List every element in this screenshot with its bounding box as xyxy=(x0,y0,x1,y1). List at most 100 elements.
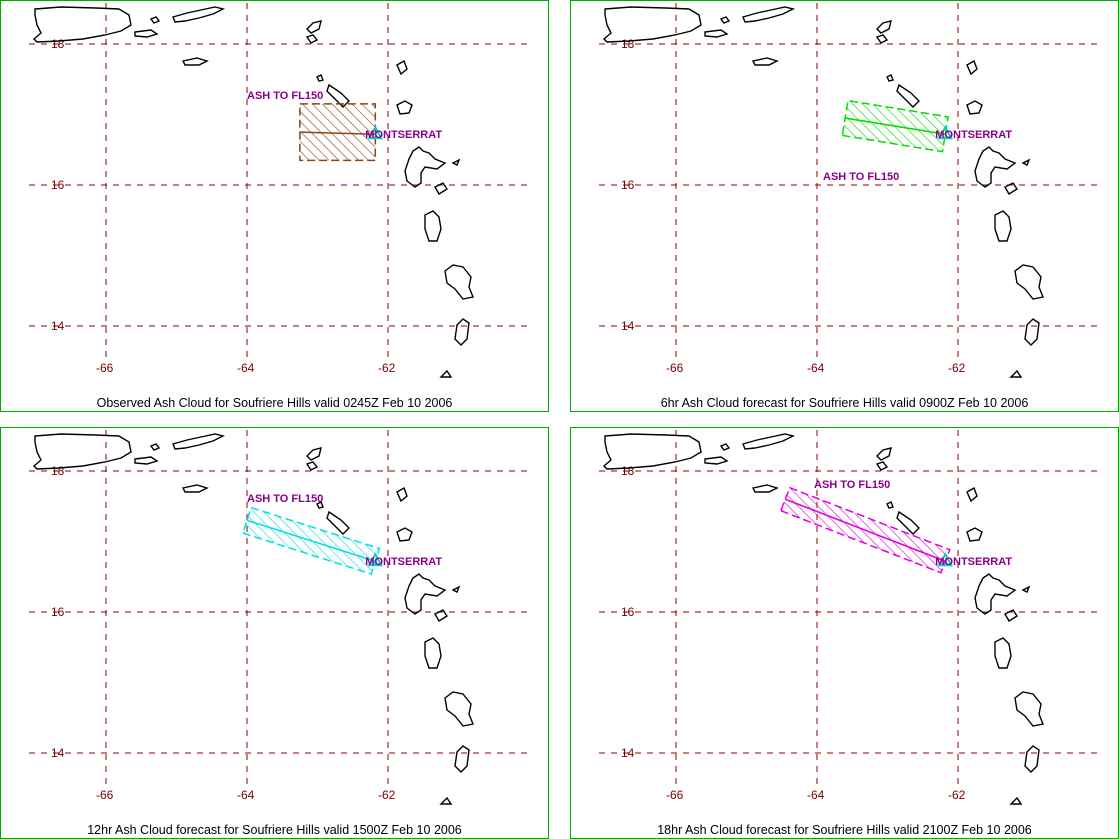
antigua-coast xyxy=(966,527,983,542)
antigua-coast xyxy=(396,100,413,115)
st-croix-coast xyxy=(751,57,779,66)
barbuda-coast xyxy=(396,486,408,503)
saba-coast xyxy=(886,74,894,82)
culebra-coast xyxy=(149,16,161,24)
barbuda-coast xyxy=(966,59,978,76)
lon-label: -66 xyxy=(96,361,114,375)
lat-label: 14 xyxy=(621,746,635,760)
virgin-islands-coast xyxy=(172,433,226,450)
ash-map-2: 18 16 14 -66 -64 -62 MONTSERRAT ASH TO FL150 xyxy=(599,3,1101,378)
map-panel-3: 18 16 14 -66 -64 -62 MONTSERRAT ASH TO FL150 12h… xyxy=(0,427,549,839)
lat-label: 14 xyxy=(51,746,65,760)
anguilla-coast xyxy=(306,447,322,461)
ash-level-label: ASH TO FL150 xyxy=(823,171,899,183)
ash-cloud-axis xyxy=(246,519,376,563)
lon-label: -62 xyxy=(378,788,396,802)
desirade-coast xyxy=(1021,585,1031,593)
dominica-coast xyxy=(424,210,442,242)
guadeloupe-coast xyxy=(404,146,447,188)
guadeloupe-coast xyxy=(974,146,1017,188)
volcano-label: MONTSERRAT xyxy=(365,556,442,568)
volcano-marker-icon xyxy=(367,552,383,567)
ash-cloud-area xyxy=(299,103,377,162)
desirade-coast xyxy=(451,158,461,166)
lat-label: 14 xyxy=(621,319,635,333)
ash-map-3: 18 16 14 -66 -64 -62 MONTSERRAT ASH TO FL150 xyxy=(29,430,531,805)
ash-level-label: ASH TO FL150 xyxy=(814,479,890,491)
guadeloupe-coast xyxy=(404,573,447,615)
lon-label: -62 xyxy=(378,361,396,375)
lat-label: 18 xyxy=(51,464,65,478)
lon-label: -66 xyxy=(666,788,684,802)
volcano-label: MONTSERRAT xyxy=(365,129,442,141)
ash-cloud-axis xyxy=(784,498,946,562)
volcano-label: MONTSERRAT xyxy=(935,556,1012,568)
st-croix-coast xyxy=(181,57,209,66)
volcano-marker-icon xyxy=(367,125,383,140)
saba-coast xyxy=(886,501,894,509)
ash-level-label: ASH TO FL150 xyxy=(247,493,323,505)
saba-coast xyxy=(316,501,324,509)
vieques-coast xyxy=(704,456,729,465)
map-panel-2: 18 16 14 -66 -64 -62 MONTSERRAT ASH TO FL150 6hr… xyxy=(570,0,1119,412)
lat-label: 16 xyxy=(621,605,635,619)
lon-label: -64 xyxy=(237,788,255,802)
barbuda-coast xyxy=(966,486,978,503)
antigua-coast xyxy=(966,100,983,115)
ash-map-4: 18 16 14 -66 -64 -62 MONTSERRAT ASH TO FL150 xyxy=(599,430,1101,805)
lon-label: -64 xyxy=(807,788,825,802)
st-martin-coast xyxy=(305,461,319,471)
lon-label: -64 xyxy=(807,361,825,375)
marie-galante-coast xyxy=(434,609,448,622)
dominica-coast xyxy=(424,637,442,669)
lat-label: 18 xyxy=(621,37,635,51)
lon-label: -62 xyxy=(948,788,966,802)
st-vincent-coast xyxy=(439,369,453,378)
martinique-coast xyxy=(1014,691,1044,727)
anguilla-coast xyxy=(876,447,892,461)
vieques-coast xyxy=(704,29,729,38)
volcano-label: MONTSERRAT xyxy=(935,129,1012,141)
ash-level-label: ASH TO FL150 xyxy=(247,90,323,102)
lon-label: -66 xyxy=(666,361,684,375)
virgin-islands-coast xyxy=(742,433,796,450)
anguilla-coast xyxy=(306,20,322,34)
st-martin-coast xyxy=(875,34,889,44)
virgin-islands-coast xyxy=(172,6,226,23)
puerto-rico-coast xyxy=(32,433,132,470)
puerto-rico-coast xyxy=(602,6,702,43)
st-croix-coast xyxy=(181,484,209,493)
st-kitts-coast xyxy=(896,510,920,535)
anguilla-coast xyxy=(876,20,892,34)
st-lucia-coast xyxy=(1024,318,1040,346)
volcano-marker-icon xyxy=(937,125,953,140)
martinique-coast xyxy=(1014,264,1044,300)
culebra-coast xyxy=(149,443,161,451)
st-martin-coast xyxy=(875,461,889,471)
culebra-coast xyxy=(719,443,731,451)
st-vincent-coast xyxy=(439,796,453,805)
vieques-coast xyxy=(134,29,159,38)
panel-caption: 18hr Ash Cloud forecast for Soufriere Hi… xyxy=(657,823,1032,837)
virgin-islands-coast xyxy=(742,6,796,23)
lat-label: 14 xyxy=(51,319,65,333)
st-croix-coast xyxy=(751,484,779,493)
barbuda-coast xyxy=(396,59,408,76)
lon-label: -62 xyxy=(948,361,966,375)
map-panel-4: 18 16 14 -66 -64 -62 MONTSERRAT ASH TO FL150 18h… xyxy=(570,427,1119,839)
martinique-coast xyxy=(444,264,474,300)
st-lucia-coast xyxy=(454,318,470,346)
puerto-rico-coast xyxy=(602,433,702,470)
st-vincent-coast xyxy=(1009,369,1023,378)
lat-label: 18 xyxy=(51,37,65,51)
dominica-coast xyxy=(994,637,1012,669)
st-kitts-coast xyxy=(326,510,350,535)
marie-galante-coast xyxy=(434,182,448,195)
st-lucia-coast xyxy=(1024,745,1040,773)
marie-galante-coast xyxy=(1004,609,1018,622)
ash-cloud-axis xyxy=(845,117,946,136)
panel-caption: 12hr Ash Cloud forecast for Soufriere Hi… xyxy=(87,823,462,837)
volcano-marker-icon xyxy=(937,552,953,567)
lon-label: -66 xyxy=(96,788,114,802)
st-lucia-coast xyxy=(454,745,470,773)
